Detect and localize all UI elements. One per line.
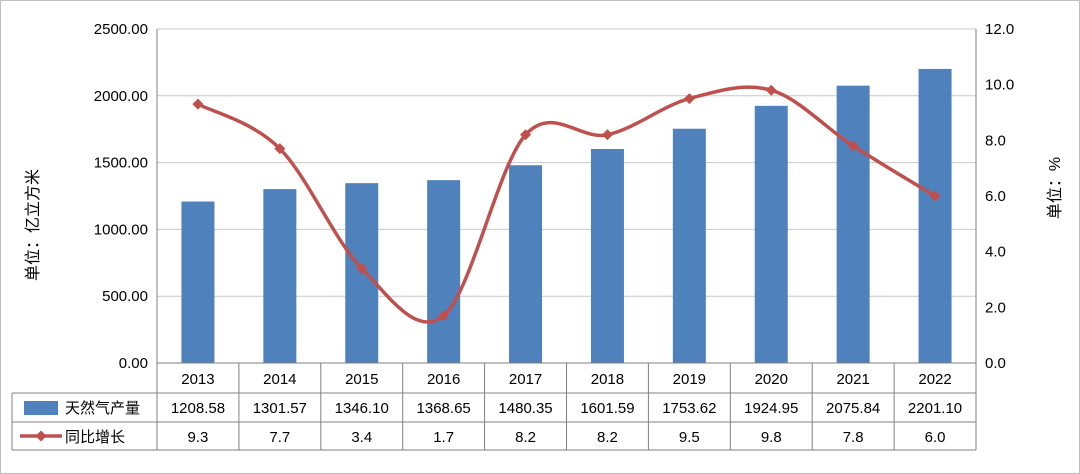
data-label: 8.2 [515,429,536,446]
bar-series [181,68,952,363]
data-label: 7.7 [269,429,290,446]
legend-label: 同比增长 [65,429,125,446]
line-point [192,98,204,110]
line-point [356,262,368,274]
bar [836,85,870,363]
data-label: 6.0 [925,429,946,446]
y-tick-label: 2500.00 [94,21,148,38]
data-label: 1368.65 [417,400,471,417]
y-tick-label: 500.00 [102,288,148,305]
line-point [601,129,613,141]
data-label: 1601.59 [580,400,634,417]
y2-tick-label: 12.0 [985,21,1014,38]
tick-labels: 0.00 500.00 1000.00 1500.00 2000.00 2500.00 0.… [94,21,1014,372]
x-tick-label: 2016 [427,371,460,388]
x-tick-label: 2018 [591,371,624,388]
data-label: 7.8 [843,429,864,446]
data-label: 1753.62 [662,400,716,417]
y2-tick-label: 0.0 [985,355,1006,372]
line-point [274,143,286,155]
y-tick-label: 0.00 [119,355,148,372]
x-tick-label: 2014 [263,371,296,388]
line-point [683,93,695,105]
bar [918,68,952,363]
bar [263,189,297,363]
bar [427,180,461,363]
line-point [438,310,450,322]
data-label: 1208.58 [171,400,225,417]
y2-tick-label: 2.0 [985,299,1006,316]
line-point [520,129,532,141]
axes [156,29,977,363]
data-label: 9.3 [188,429,209,446]
y2-tick-label: 10.0 [985,77,1014,94]
line-point [929,190,941,202]
data-label: 1480.35 [498,400,552,417]
y2-tick-label: 6.0 [985,188,1006,205]
legend-key-bar [24,401,58,415]
y2-axis-label: 单位：% [1046,157,1064,219]
bar [590,149,624,363]
legend-label: 天然气产量 [65,400,140,417]
x-tick-label: 2013 [181,371,214,388]
y-tick-label: 1500.00 [94,155,148,172]
y-axis-label: 单位：亿立方米 [24,169,42,281]
series-line [197,85,936,324]
x-tick-label: 2017 [509,371,542,388]
y2-tick-label: 8.0 [985,132,1006,149]
data-label: 1301.57 [253,400,307,417]
bar [181,201,215,363]
data-label: 8.2 [597,429,618,446]
x-tick-label: 2019 [673,371,706,388]
x-tick-label: 2021 [836,371,869,388]
legend-key-marker [35,430,47,442]
x-tick-label: 2020 [755,371,788,388]
data-table: 2013 2014 2015 2016 2017 2018 2019 2020 2021 2022… [11,362,977,451]
data-label: 2201.10 [908,400,962,417]
data-label: 9.5 [679,429,700,446]
data-label: 1924.95 [744,400,798,417]
x-tick-label: 2022 [918,371,951,388]
data-label: 3.4 [351,429,372,446]
data-label: 1346.10 [335,400,389,417]
y-tick-label: 1000.00 [94,221,148,238]
y2-tick-label: 4.0 [985,244,1006,261]
line-point [847,140,859,152]
bar [672,128,706,363]
bar [754,105,788,363]
data-label: 9.8 [761,429,782,446]
x-tick-label: 2015 [345,371,378,388]
bar [509,165,543,363]
line-point [765,84,777,96]
data-label: 2075.84 [826,400,880,417]
line-series [192,84,941,324]
y-tick-label: 2000.00 [94,88,148,105]
data-label: 1.7 [433,429,454,446]
